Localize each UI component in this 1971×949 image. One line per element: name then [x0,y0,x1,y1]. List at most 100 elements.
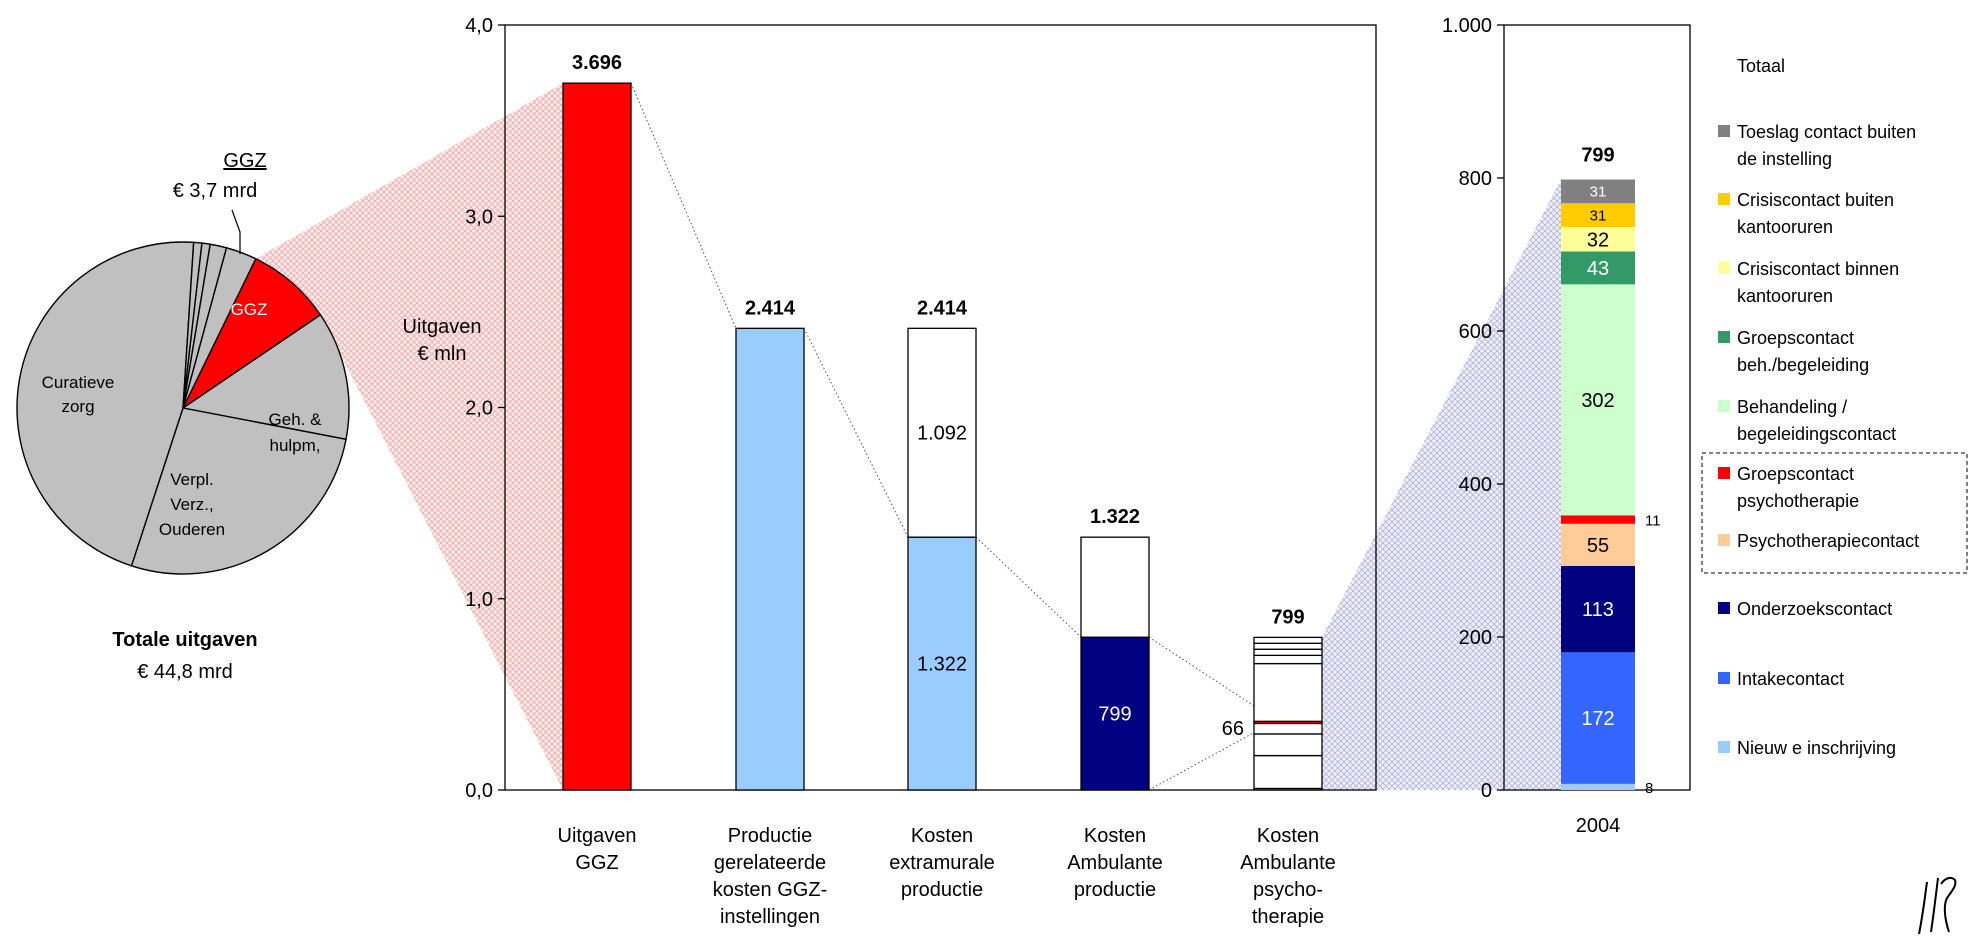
pie-slice [16,241,195,567]
bar-segment [562,82,632,791]
stack-segment-label: 31 [1590,207,1607,224]
bar-total-label: 3.696 [572,52,622,74]
category-label: Kosten [1084,825,1146,847]
stack-y-tick-label: 600 [1459,321,1492,343]
legend-title: Totaal [1737,56,1786,76]
bar-segment [735,327,805,791]
category-label: instellingen [720,906,820,928]
bar-segment [1080,536,1150,638]
bar-side-label: 66 [1222,718,1244,740]
category-label: GGZ [575,852,618,874]
category-label: kosten GGZ- [713,879,827,901]
bar-segment-label: 799 [1098,704,1131,726]
bar-segment [1253,642,1323,650]
bar-segment [1253,636,1323,644]
stack-segment [1561,203,1635,227]
bar-segment [1253,662,1323,722]
stack-segment [1561,515,1635,524]
pie-label-verpl: Ouderen [159,520,225,539]
bar-segment-label: 1.092 [917,423,967,445]
connector-line [975,536,1082,638]
stack-segment-label: 43 [1587,258,1609,280]
stack-segment [1561,251,1635,285]
stacked-bar-chart: 0 200 400 600 800 1.000 8 172 113 55 11 302 43 32 31 31… [1442,15,1691,837]
pie-label-curatieve: Curatieve [42,373,115,392]
stack-segment [1561,179,1635,204]
bar-total-label: 1.322 [1090,506,1140,528]
stack-segment-label: 11 [1645,513,1661,530]
bar-segment [1253,648,1323,657]
legend-label: Toeslag contact buiten [1737,122,1916,142]
main-y-tick-label: 1,0 [465,589,493,611]
legend-label: Crisiscontact binnen [1737,259,1899,279]
pie-slice [181,257,322,411]
bar-segment [1253,733,1323,757]
pie-slice [130,407,347,575]
main-ylabel-line2: € mln [417,343,467,365]
legend-swatch [1718,467,1730,479]
pie-label-curatieve: zorg [61,397,94,416]
stack-segment-label: 55 [1587,535,1609,557]
category-label: Ambulante [1067,852,1163,874]
pie-total-title: Totale uitgaven [112,629,258,651]
category-label: Productie [728,825,813,847]
legend-label: Nieuw e inschrijving [1737,738,1896,758]
pie-callout-title: GGZ [223,150,267,172]
stack-segment [1561,783,1635,790]
main-y-tick-label: 4,0 [465,15,493,37]
legend-label: beh./begeleiding [1737,355,1869,375]
bar-segment [1080,636,1150,791]
category-label: Kosten [911,825,973,847]
stack-y-tick-label: 200 [1459,627,1492,649]
category-label: extramurale [889,852,995,874]
signature-mark [1918,876,1957,935]
pie-slice [181,313,350,441]
stack-segment [1561,652,1635,784]
stack-y-tick-label: 1.000 [1442,15,1492,37]
connector-line [1148,732,1255,791]
stack-segment-label: 32 [1587,229,1609,251]
legend-label: Intakecontact [1737,669,1844,689]
stack-y-tick-label: 400 [1459,474,1492,496]
legend: Toeslag contact buiten de instelling Crisi… [1701,122,1968,758]
stack-segment [1561,523,1635,566]
legend-swatch [1718,672,1730,684]
legend-label: begeleidingscontact [1737,424,1896,444]
blue-zoom-connector [1322,179,1561,790]
stack-segment-label: 172 [1581,708,1614,730]
category-label: psycho- [1253,879,1323,901]
legend-label: de instelling [1737,149,1832,169]
connector-line [630,82,737,329]
bar-segment [1253,722,1323,735]
legend-swatch [1718,602,1730,614]
bar-segment [1253,654,1323,665]
pie-total-value: € 44,8 mrd [137,661,233,683]
main-y-tick-label: 2,0 [465,398,493,420]
stack-segment-label: 8 [1645,780,1653,797]
legend-label: Onderzoekscontact [1737,599,1892,619]
stack-y-tick-label: 0 [1481,780,1492,802]
pie-label-verpl: Verz., [170,495,213,514]
pie-label-ggz: GGZ [231,300,268,319]
bar-total-label: 799 [1271,606,1304,628]
pie-slice [182,246,257,409]
legend-swatch [1718,193,1730,205]
pie-label-geh: Geh. & [269,410,323,429]
category-label: productie [901,879,983,901]
connector-line [1148,636,1255,707]
connector-line [803,328,909,538]
category-label: productie [1074,879,1156,901]
category-label: therapie [1252,906,1324,928]
pie-callout-value: € 3,7 mrd [172,180,258,202]
main-y-tick-label: 0,0 [465,780,493,802]
main-ylabel-line1: Uitgaven [402,316,482,338]
legend-label: kantooruren [1737,286,1833,306]
category-label: Uitgaven [558,825,637,847]
legend-swatch [1718,400,1730,412]
pie-label-verpl: Verpl. [170,470,213,489]
stack-segment [1561,565,1635,653]
legend-label: kantooruren [1737,217,1833,237]
legend-label: psychotherapie [1737,491,1859,511]
stack-category-label: 2004 [1576,815,1621,837]
stack-segment [1561,284,1635,516]
